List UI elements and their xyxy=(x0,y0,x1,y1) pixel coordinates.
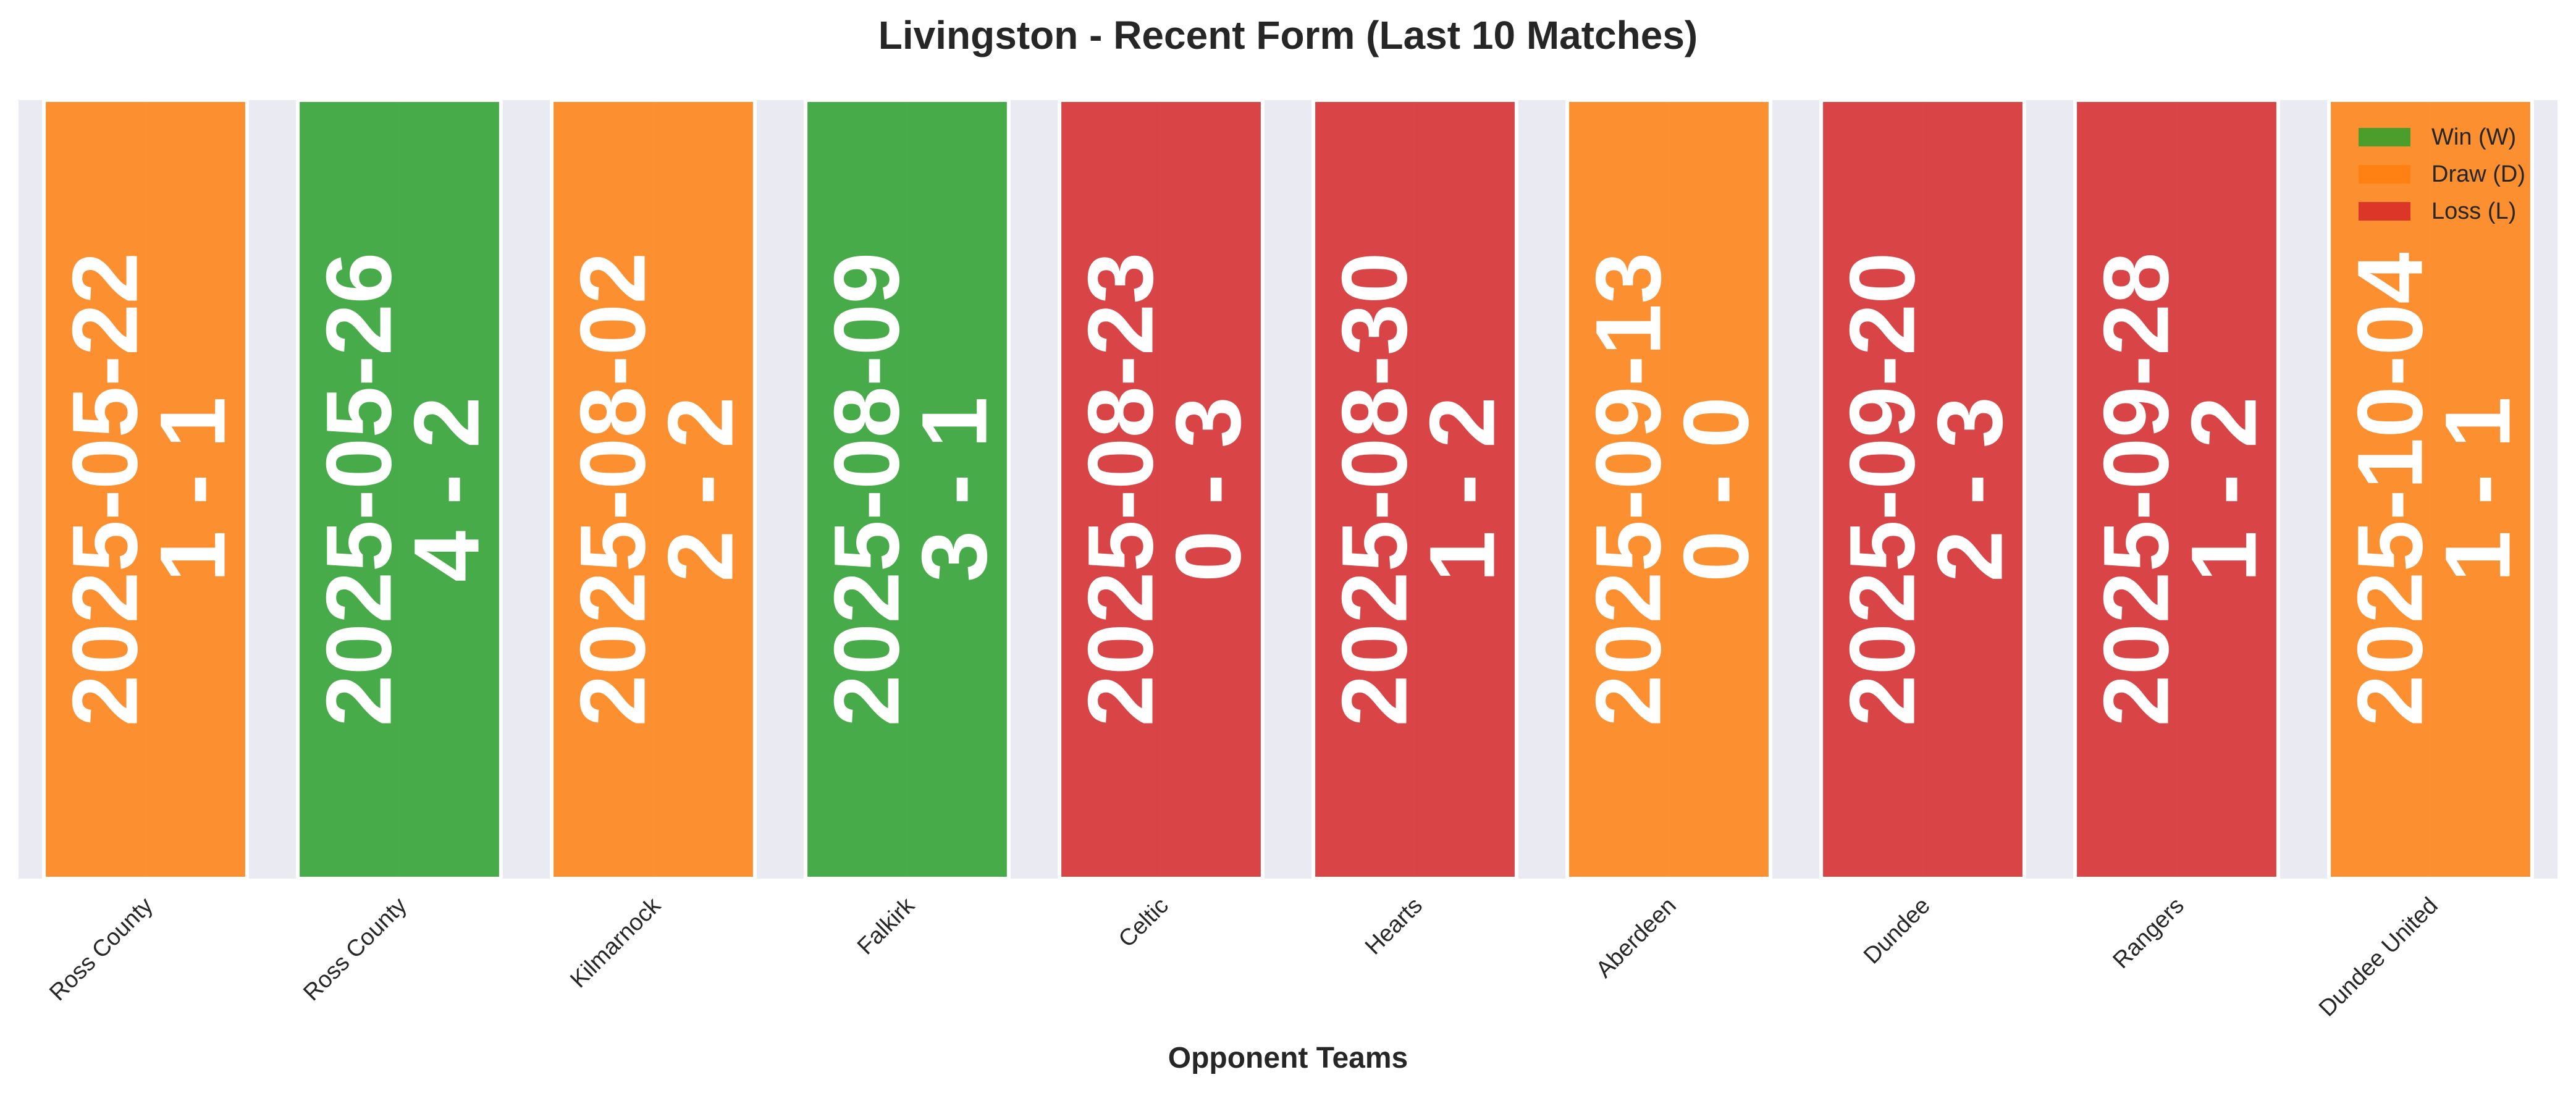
match-date: 2025-08-09 xyxy=(815,252,919,726)
match-score: 1 - 1 xyxy=(141,397,245,582)
legend-label-draw: Draw (D) xyxy=(2431,161,2525,187)
x-tick-label: Rangers xyxy=(2108,893,2189,974)
match-date: 2025-08-23 xyxy=(1069,252,1172,726)
match-date: 2025-08-02 xyxy=(561,252,665,726)
bar-label: 2025-08-022 - 2 xyxy=(561,252,752,726)
x-tick-label: Aberdeen xyxy=(1591,893,1682,983)
match-date: 2025-10-04 xyxy=(2338,252,2442,726)
match-score: 0 - 3 xyxy=(1156,397,1260,582)
x-tick-label: Dundee xyxy=(1859,893,1935,969)
match-score: 1 - 2 xyxy=(2172,397,2276,582)
legend: Win (W) Draw (D) Loss (L) xyxy=(2359,119,2525,230)
bar xyxy=(804,98,1011,880)
x-axis-label: Opponent Teams xyxy=(1168,1042,1408,1074)
match-score: 4 - 2 xyxy=(395,397,499,582)
bar-label: 2025-08-230 - 3 xyxy=(1069,252,1260,726)
bars xyxy=(42,98,2534,880)
bar-label: 2025-08-093 - 1 xyxy=(815,252,1006,726)
bar-label: 2025-10-041 - 1 xyxy=(2338,252,2530,726)
bar xyxy=(2327,98,2534,880)
x-tick-labels: Ross County Ross County Kilmarnock Falkirk C… xyxy=(44,892,2443,1022)
bar xyxy=(550,98,757,880)
match-score: 1 - 1 xyxy=(2426,397,2530,582)
bar-label: 2025-08-301 - 2 xyxy=(1323,252,1514,726)
match-score: 1 - 2 xyxy=(1410,397,1514,582)
bar xyxy=(2073,98,2280,880)
match-date: 2025-08-30 xyxy=(1323,252,1426,726)
match-score: 2 - 3 xyxy=(1918,397,2022,582)
match-date: 2025-05-22 xyxy=(53,252,157,726)
match-score: 3 - 1 xyxy=(903,397,1006,582)
x-tick-label: Dundee United xyxy=(2314,893,2443,1022)
bar xyxy=(1565,98,1772,880)
x-tick-label: Celtic xyxy=(1114,893,1174,953)
match-date: 2025-09-13 xyxy=(1576,252,1680,726)
bar-label: 2025-05-221 - 1 xyxy=(53,252,245,726)
bar-label: 2025-09-202 - 3 xyxy=(1830,252,2022,726)
match-score: 2 - 2 xyxy=(649,397,752,582)
legend-item-win: Win (W) xyxy=(2359,119,2525,156)
match-date: 2025-09-20 xyxy=(1830,252,1934,726)
bar-label: 2025-05-264 - 2 xyxy=(307,252,499,726)
bar xyxy=(42,98,249,880)
x-tick-label: Ross County xyxy=(298,893,412,1006)
x-tick-label: Ross County xyxy=(44,893,158,1006)
bar xyxy=(296,98,503,880)
x-tick-label: Kilmarnock xyxy=(565,892,666,993)
bar-label: 2025-09-281 - 2 xyxy=(2084,252,2276,726)
bar xyxy=(1311,98,1518,880)
legend-item-draw: Draw (D) xyxy=(2359,156,2525,193)
bar-label: 2025-09-130 - 0 xyxy=(1576,252,1768,726)
legend-item-loss: Loss (L) xyxy=(2359,193,2525,230)
match-date: 2025-05-26 xyxy=(307,252,411,726)
chart-title: Livingston - Recent Form (Last 10 Matche… xyxy=(878,13,1698,57)
x-tick-label: Hearts xyxy=(1360,893,1428,960)
bar xyxy=(1058,98,1265,880)
legend-label-loss: Loss (L) xyxy=(2431,198,2517,224)
legend-label-win: Win (W) xyxy=(2431,124,2517,150)
x-tick-label: Falkirk xyxy=(852,892,920,960)
legend-swatch-draw xyxy=(2359,165,2411,184)
legend-swatch-loss xyxy=(2359,202,2411,221)
match-date: 2025-09-28 xyxy=(2084,252,2188,726)
bar-labels: 2025-05-221 - 1 2025-05-264 - 2 2025-08-02… xyxy=(53,252,2530,726)
legend-swatch-win xyxy=(2359,128,2411,146)
bar xyxy=(1819,98,2026,880)
match-score: 0 - 0 xyxy=(1664,397,1768,582)
